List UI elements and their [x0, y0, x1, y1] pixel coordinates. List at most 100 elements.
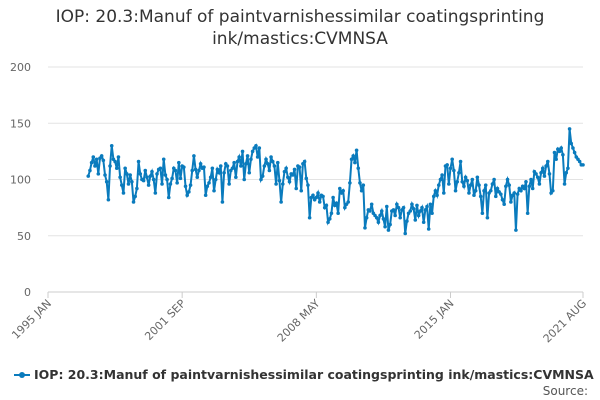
data-point — [379, 209, 384, 213]
data-point — [354, 148, 359, 153]
data-point — [445, 163, 449, 167]
data-point — [567, 127, 572, 131]
data-point — [277, 178, 282, 183]
data-point — [428, 202, 433, 207]
data-point — [311, 193, 315, 198]
data-point — [537, 182, 542, 186]
data-point — [477, 183, 481, 187]
data-point — [208, 175, 213, 180]
data-point — [146, 183, 151, 187]
data-point — [202, 165, 206, 169]
data-point — [255, 155, 260, 159]
data-point — [250, 149, 255, 154]
data-point — [475, 175, 480, 180]
data-point — [391, 208, 396, 212]
data-point — [561, 152, 565, 157]
data-point — [495, 186, 500, 191]
y-tick-label: 0 — [24, 286, 31, 299]
data-point — [327, 217, 332, 221]
data-point — [418, 209, 423, 213]
data-point — [113, 159, 117, 164]
data-point — [239, 164, 243, 168]
data-point — [359, 188, 364, 193]
data-point — [499, 192, 503, 196]
data-point — [148, 174, 153, 178]
data-point — [551, 188, 555, 193]
data-point — [467, 191, 471, 195]
data-point — [88, 168, 92, 173]
data-point — [388, 222, 392, 227]
data-point — [524, 179, 528, 184]
y-tick-label: 50 — [17, 230, 31, 243]
data-point — [166, 195, 171, 200]
data-point — [403, 231, 408, 236]
data-point — [138, 172, 143, 176]
data-point — [462, 184, 466, 189]
data-point — [91, 155, 96, 159]
data-point — [237, 155, 241, 159]
data-point — [410, 202, 414, 207]
data-point — [116, 155, 121, 159]
data-point — [361, 183, 366, 187]
data-point — [581, 163, 585, 167]
data-point — [193, 167, 198, 172]
data-point — [395, 202, 399, 207]
data-point — [401, 205, 406, 210]
data-point — [472, 193, 476, 198]
data-point — [566, 166, 570, 171]
data-point — [192, 154, 196, 158]
data-point — [182, 165, 186, 169]
data-point — [458, 159, 463, 164]
data-point — [145, 175, 149, 180]
data-point — [158, 166, 163, 171]
data-point — [165, 177, 169, 182]
data-point — [213, 177, 218, 182]
data-point — [527, 184, 532, 189]
data-point — [384, 204, 389, 209]
data-point — [93, 164, 97, 168]
data-point — [235, 159, 240, 164]
data-point — [386, 228, 391, 232]
data-point — [398, 215, 402, 220]
data-point — [509, 200, 513, 204]
data-point — [267, 168, 272, 173]
data-point — [272, 164, 277, 168]
data-point — [160, 182, 164, 186]
data-point — [205, 184, 210, 189]
data-point — [405, 219, 409, 223]
data-point — [341, 188, 345, 193]
data-point — [280, 182, 285, 186]
data-point — [525, 211, 530, 216]
data-point — [483, 183, 488, 187]
data-point — [421, 220, 426, 225]
data-point — [270, 159, 275, 164]
data-point — [539, 170, 543, 175]
data-point — [109, 143, 114, 148]
data-point — [482, 188, 486, 193]
data-point — [291, 173, 295, 177]
data-point — [188, 183, 193, 187]
data-point — [554, 157, 558, 162]
data-point — [207, 181, 211, 185]
data-point — [101, 158, 106, 163]
data-point — [227, 182, 231, 186]
data-point — [282, 169, 287, 174]
data-point — [265, 161, 270, 166]
data-point — [307, 215, 312, 220]
y-tick-label: 200 — [10, 61, 31, 74]
data-point — [141, 178, 146, 183]
data-point — [535, 175, 540, 180]
data-point — [89, 160, 94, 165]
data-point — [170, 176, 174, 181]
data-point — [135, 186, 139, 191]
data-point — [217, 170, 221, 175]
data-point — [408, 209, 413, 213]
data-point — [346, 200, 351, 204]
data-point — [368, 209, 372, 213]
data-point — [577, 159, 582, 164]
data-point — [284, 166, 288, 171]
data-point — [522, 186, 527, 191]
data-point — [262, 164, 267, 168]
data-point — [99, 154, 104, 158]
data-point — [351, 154, 356, 158]
